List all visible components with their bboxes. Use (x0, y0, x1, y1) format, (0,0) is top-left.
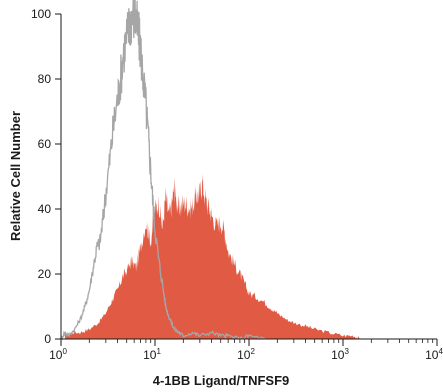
x-tick-label-2: 102 (237, 347, 255, 362)
y-tick-label-1: 20 (38, 267, 52, 281)
y-tick-label-5: 100 (31, 7, 51, 21)
y-ticks: 0 20 40 60 80 100 (31, 7, 61, 346)
x-tick-label-0: 100 (49, 347, 67, 362)
x-axis-title: 4-1BB Ligand/TNFSF9 (153, 373, 290, 388)
y-tick-label-0: 0 (44, 332, 51, 346)
plot-area (60, 0, 360, 341)
y-tick-label-3: 60 (38, 137, 52, 151)
x-tick-label-4: 104 (425, 347, 443, 362)
histogram-series-0 (64, 174, 360, 339)
histogram-series-1 (60, 0, 266, 341)
x-ticks: 100 101 102 103 104 (49, 339, 443, 362)
y-tick-label-2: 40 (38, 202, 52, 216)
y-axis-title: Relative Cell Number (8, 111, 23, 241)
x-tick-label-3: 103 (331, 347, 349, 362)
y-tick-label-4: 80 (38, 72, 52, 86)
x-tick-label-1: 101 (143, 347, 161, 362)
